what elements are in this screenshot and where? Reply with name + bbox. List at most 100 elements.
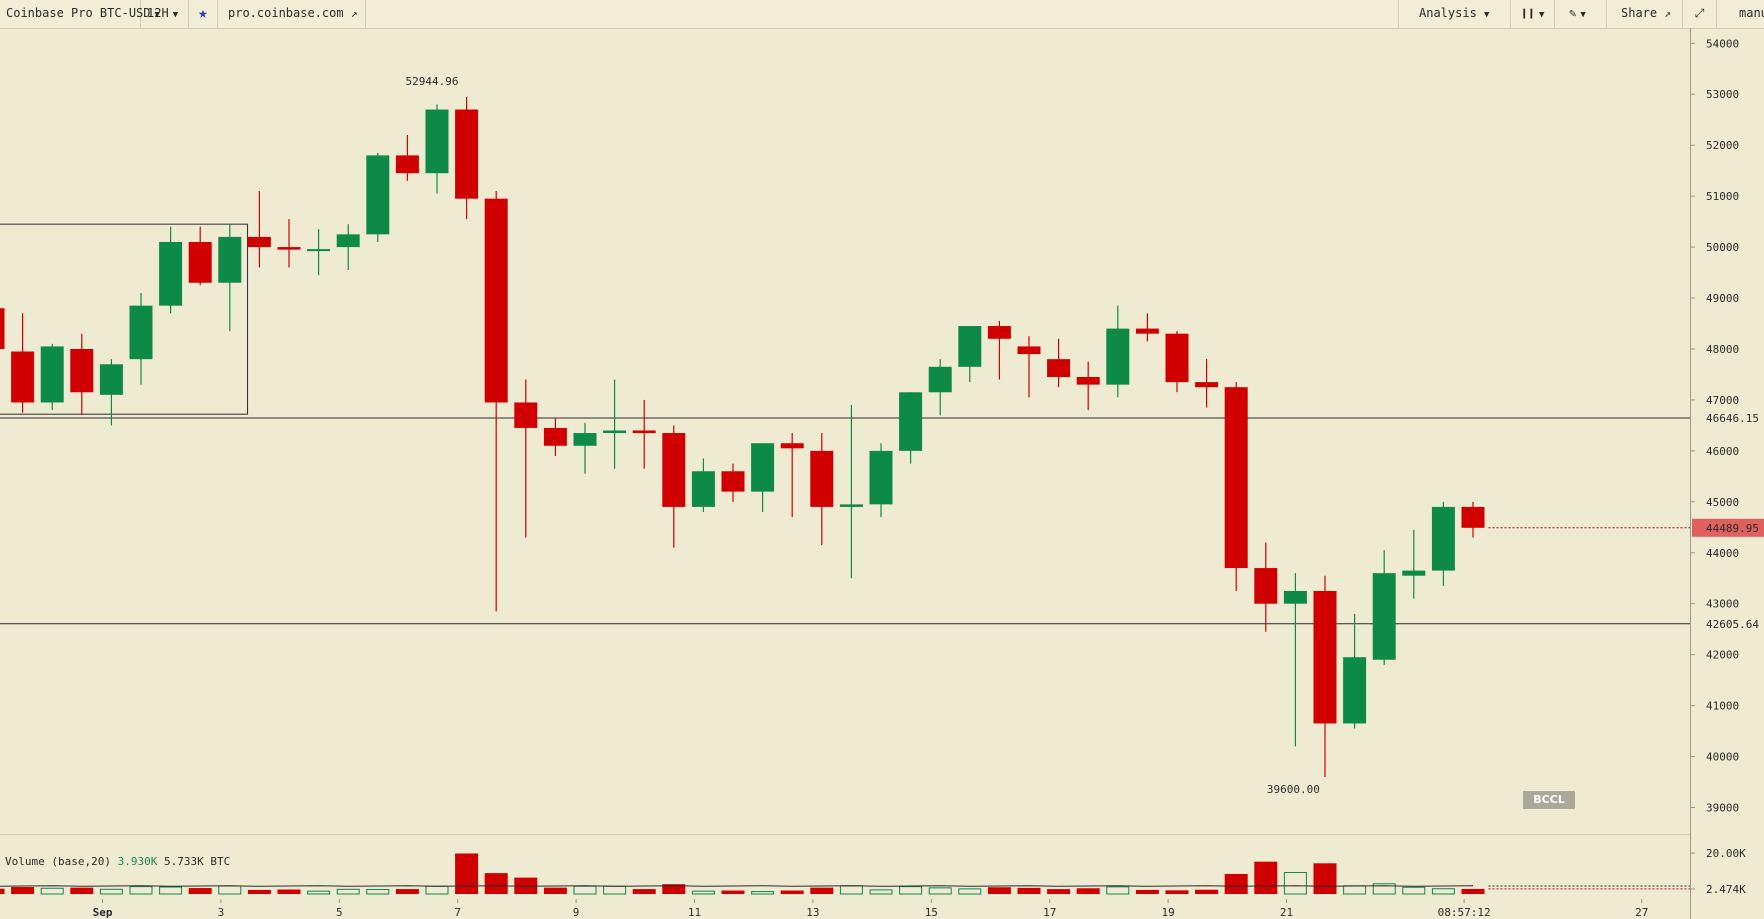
volume-bar [247, 889, 271, 894]
price-tick-label: 46000 [1706, 445, 1739, 458]
volume-bar [1017, 887, 1041, 894]
price-tick-label: 54000 [1706, 37, 1739, 50]
volume-legend: Volume (base,20) 3.930K 5.733K BTC [5, 855, 230, 868]
volume-bar [573, 885, 597, 895]
price-tick-label: 45000 [1706, 496, 1739, 509]
price-tick-label: 52000 [1706, 139, 1739, 152]
candle-body [632, 430, 656, 434]
volume-bar [218, 885, 242, 895]
candle-body [277, 247, 301, 250]
candle-body [70, 348, 94, 393]
analysis-menu[interactable]: Analysis ▼ [1398, 0, 1498, 28]
volume-bar [1461, 888, 1485, 894]
candle-body [425, 109, 449, 174]
chevron-down-icon: ▼ [154, 10, 160, 20]
candle-body [1047, 359, 1071, 377]
candle-body [543, 427, 567, 446]
chart-type-menu[interactable]: ❙❙ ▼ [1510, 0, 1554, 28]
candle-body [603, 430, 627, 434]
candle-body [307, 249, 331, 252]
volume-bar [336, 888, 360, 895]
candle-body [1283, 590, 1307, 604]
candle-body [662, 433, 686, 507]
horizontal-line-price-label: 46646.15 [1706, 412, 1759, 425]
candle-body [1017, 346, 1041, 355]
price-tick-label: 44000 [1706, 547, 1739, 560]
time-tick-label: 9 [573, 906, 580, 919]
volume-ma-line [0, 885, 1474, 887]
volume-bar [70, 887, 94, 894]
share-label: Share [1621, 6, 1658, 20]
candlestick-chart[interactable]: 52944.96 39600.00 39000 40000 41000 42000 4300… [0, 28, 1764, 919]
watermark-badge: BCCL [1523, 791, 1575, 809]
time-tick-label: 08:57:12 [1438, 906, 1491, 919]
candle-body [899, 392, 923, 451]
volume-bar [307, 890, 331, 895]
draw-tools-menu[interactable]: ✎ ▼ [1554, 0, 1600, 28]
chevron-down-icon: ▼ [1580, 10, 1586, 20]
candle-body [484, 198, 508, 403]
volume-bar [721, 890, 745, 894]
time-tick-label: 15 [925, 906, 938, 919]
volume-bar [1343, 885, 1367, 895]
time-tick-label: 5 [336, 906, 343, 919]
volume-bar [632, 889, 656, 894]
volume-bar [987, 887, 1011, 894]
time-tick-label: 21 [1280, 906, 1293, 919]
volume-bar [1106, 886, 1130, 895]
candle-body [1076, 376, 1100, 385]
price-axis-border [1690, 28, 1691, 919]
share-button[interactable]: Share ↗ [1606, 0, 1682, 28]
candle-body [958, 326, 982, 367]
volume-bar [928, 887, 952, 895]
candle-body [573, 433, 597, 446]
volume-bar [899, 886, 923, 895]
last-price-label: 44489.95 [1706, 522, 1759, 535]
rectangle-drawing [0, 223, 249, 415]
volume-bar [662, 884, 686, 894]
site-link[interactable]: pro.coinbase.com ↗ [218, 0, 366, 28]
candle-body [218, 236, 242, 283]
candle-body [1135, 328, 1159, 334]
user-menu[interactable]: manue [1716, 0, 1764, 28]
price-tick-label: 49000 [1706, 292, 1739, 305]
fullscreen-button[interactable]: ⤢ [1682, 0, 1716, 28]
candle-body [1165, 333, 1189, 383]
volume-group [0, 853, 1690, 895]
volume-bar [1047, 889, 1071, 894]
pencil-icon: ✎ [1569, 6, 1577, 20]
volume-bar [1135, 889, 1159, 894]
interval-selector[interactable]: 12H ▼ [141, 0, 189, 28]
chevron-down-icon: ▼ [1484, 10, 1490, 20]
candle-body [1461, 506, 1485, 528]
candle-body [366, 155, 390, 235]
candle-body [1343, 657, 1367, 724]
volume-bar [691, 890, 715, 895]
candle-body [159, 241, 183, 306]
candle-body [721, 471, 745, 492]
candle-body [1254, 568, 1278, 604]
symbol-selector[interactable]: Coinbase Pro BTC-USD ▼ [0, 0, 160, 28]
price-tick-label: 42000 [1706, 649, 1739, 662]
time-axis: Sep 3 5 7 9 11 13 15 17 19 21 08:57:12 27 [93, 899, 1648, 919]
candlestick-icon: ❙❙ [1520, 6, 1536, 20]
user-name: manue [1739, 6, 1764, 20]
volume-bar [1254, 861, 1278, 894]
volume-bar [99, 888, 123, 895]
volume-bar [129, 886, 153, 895]
volume-bar [543, 887, 567, 894]
volume-bar [40, 887, 64, 895]
external-link-icon: ↗ [1664, 7, 1671, 20]
candle-body [11, 351, 35, 403]
price-tick-label: 53000 [1706, 88, 1739, 101]
price-tick-label: 51000 [1706, 190, 1739, 203]
volume-bar [869, 889, 893, 895]
collapse-icon: ⤢ [1694, 6, 1705, 20]
volume-bar [277, 889, 301, 894]
star-icon: ★ [198, 3, 208, 22]
time-tick-label: Sep [93, 906, 113, 919]
time-tick-label: 17 [1043, 906, 1056, 919]
volume-ma-value: 3.930K [117, 855, 158, 868]
favorite-button[interactable]: ★ [189, 0, 218, 28]
candle-body [780, 443, 804, 449]
